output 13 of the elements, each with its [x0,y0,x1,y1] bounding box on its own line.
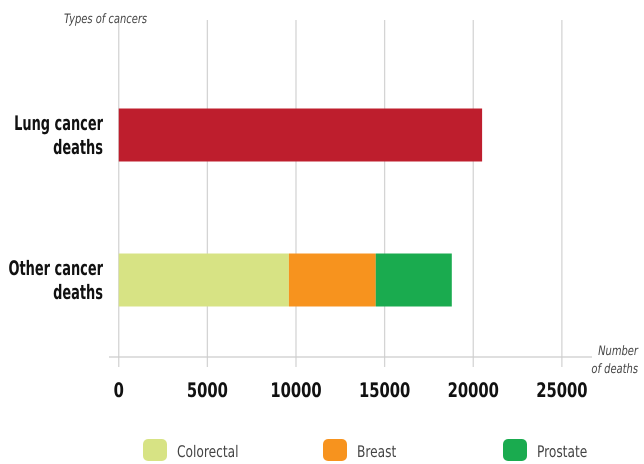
y-tick-label: Lung cancer deaths [14,112,104,160]
y-tick-label: Other cancer deaths [8,258,104,305]
x-tick-label: 15000 [358,380,410,402]
legend-label: Prostate [537,442,588,462]
x-tick-label: 5000 [186,380,228,402]
x-tick-label: 0 [114,380,124,402]
legend-label: Breast [357,442,396,462]
x-tick-label: 20000 [448,380,499,402]
x-tick-label: 25000 [536,380,588,402]
x-tick-label: 10000 [270,380,322,402]
legend-label: Colorectal [177,442,239,462]
y-axis-title: Types of cancers [64,11,148,26]
x-axis-title: Number of deaths [591,343,640,376]
